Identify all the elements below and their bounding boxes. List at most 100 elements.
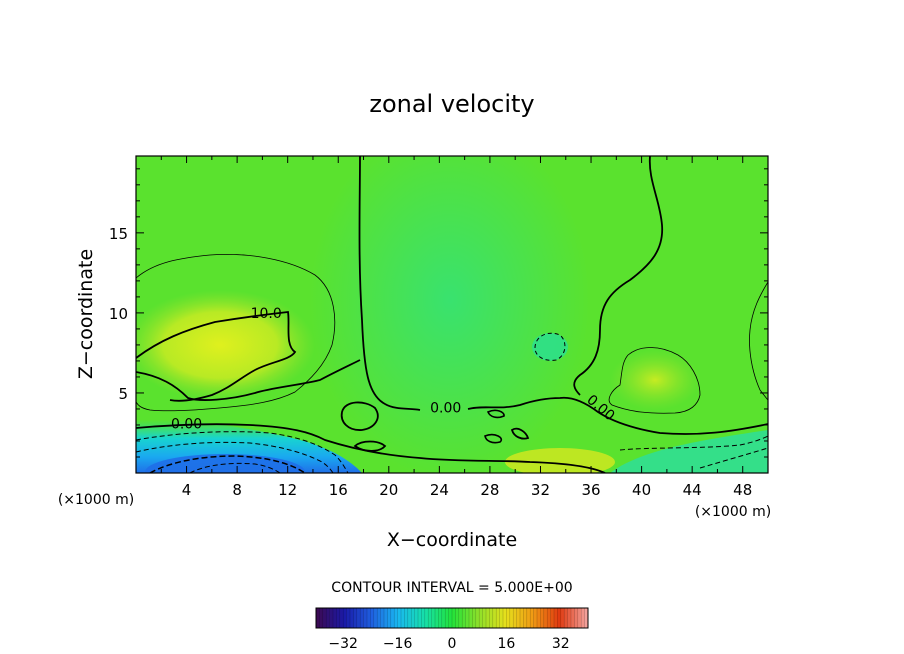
colorbar-swatch xyxy=(356,608,361,628)
colorbar-swatch xyxy=(465,608,470,628)
x-axis-label: X−coordinate xyxy=(387,529,517,551)
x-tick-label: 8 xyxy=(232,481,242,499)
colorbar-swatch xyxy=(584,608,589,628)
colorbar-swatch xyxy=(353,608,358,628)
colorbar-swatch xyxy=(421,608,426,628)
colorbar-swatch xyxy=(404,608,409,628)
contour-zero-loop-b xyxy=(353,440,387,452)
field-negative-right xyxy=(610,430,768,473)
colorbar-swatch xyxy=(346,608,351,628)
colorbar-tick-label: 16 xyxy=(497,636,515,652)
x-tick-label: 28 xyxy=(480,481,499,499)
colorbar-swatch xyxy=(547,608,551,628)
colorbar-swatch xyxy=(441,608,446,628)
contour-label: 0.00 xyxy=(171,416,202,432)
colorbar-swatch xyxy=(482,608,487,628)
contour-lines xyxy=(136,156,768,473)
colorbar-swatch xyxy=(479,608,483,628)
chart-title: zonal velocity xyxy=(369,90,534,118)
y-tick-label: 10 xyxy=(109,305,128,323)
colorbar-swatch xyxy=(407,608,412,628)
x-tick-label: 16 xyxy=(329,481,348,499)
contour-zero-middle xyxy=(467,396,768,435)
contour-interval-text: CONTOUR INTERVAL = 5.000E+00 xyxy=(331,580,572,596)
colorbar-tick-label: 0 xyxy=(448,636,457,652)
y-tick-label: 15 xyxy=(109,225,128,243)
colorbar-swatch xyxy=(333,608,337,628)
colorbar-swatch xyxy=(472,608,477,628)
colorbar-swatch xyxy=(322,608,327,628)
contour-zero-left xyxy=(136,359,361,401)
colorbar-swatch xyxy=(363,608,368,628)
contour-five-left xyxy=(136,254,336,412)
colorbar-swatch xyxy=(469,608,473,628)
colorbar-frame xyxy=(315,607,589,629)
colorbar-swatch xyxy=(496,608,500,628)
colorbar-swatch xyxy=(530,608,534,628)
contour-zero-loop-a xyxy=(340,401,379,431)
colorbar-swatch xyxy=(414,608,419,628)
colorbar-swatch xyxy=(543,608,548,628)
contour-neg-bottom-right-2 xyxy=(699,447,768,469)
colorbar-swatch xyxy=(550,608,555,628)
colorbar-swatch xyxy=(574,608,579,628)
colorbar-swatch xyxy=(462,608,466,628)
contour-neg-bottom-right xyxy=(619,435,768,451)
contour-zero-right-vertical xyxy=(573,156,663,396)
y-axis-label: Z−coordinate xyxy=(75,249,97,379)
colorbar-swatch xyxy=(489,608,494,628)
colorbar-swatch xyxy=(520,608,524,628)
contour-ten xyxy=(136,311,297,402)
colorbar-swatch xyxy=(438,608,443,628)
colorbar-swatch xyxy=(554,608,558,628)
contour-label: 0.00 xyxy=(430,400,461,416)
x-tick-label: 48 xyxy=(733,481,752,499)
colorbar: −32 −16 0 16 32 xyxy=(315,607,589,652)
contour-five-far-right xyxy=(749,281,768,401)
colorbar-swatch xyxy=(350,608,354,628)
colorbar-swatch xyxy=(492,608,497,628)
colorbar-swatch xyxy=(445,608,449,628)
colorbar-swatch xyxy=(435,608,439,628)
colorbar-swatch xyxy=(513,608,517,628)
colorbar-swatch xyxy=(431,608,436,628)
colorbar-swatch xyxy=(394,608,398,628)
colorbar-swatch xyxy=(329,608,334,628)
colorbar-swatch xyxy=(377,608,381,628)
colorbar-swatch xyxy=(390,608,395,628)
colorbar-swatch xyxy=(428,608,432,628)
colorbar-swatch xyxy=(319,608,324,628)
colorbar-swatch xyxy=(506,608,511,628)
colorbar-swatch xyxy=(499,608,504,628)
x-tick-label: 32 xyxy=(531,481,550,499)
colorbar-swatch xyxy=(384,608,388,628)
contour-zero-vertical xyxy=(358,156,421,411)
colorbar-swatch xyxy=(526,608,531,628)
field-mint-center xyxy=(310,156,590,473)
x-tick-label: 12 xyxy=(278,481,297,499)
colorbar-swatch xyxy=(401,608,405,628)
colorbar-swatch xyxy=(448,608,453,628)
colorbar-swatch xyxy=(424,608,429,628)
colorbar-swatch xyxy=(557,608,562,628)
contour-neg-twenty xyxy=(189,462,281,473)
x-tick-label: 24 xyxy=(430,481,449,499)
colorbar-swatch xyxy=(523,608,528,628)
colorbar-swatch xyxy=(537,608,541,628)
colorbar-swatch xyxy=(455,608,460,628)
plot-area: 10.00.000.00 0.00 xyxy=(136,156,768,473)
colorbar-swatch xyxy=(370,608,375,628)
x-tick-label: 40 xyxy=(632,481,651,499)
colorbar-swatch xyxy=(503,608,507,628)
colorbar-swatch xyxy=(475,608,480,628)
colorbar-swatch xyxy=(516,608,521,628)
colorbar-swatch xyxy=(316,608,320,628)
colorbar-swatch xyxy=(336,608,341,628)
colorbar-tick-label: −32 xyxy=(328,636,358,652)
field-positive-core xyxy=(136,290,315,400)
contour-neg-patch-right xyxy=(534,332,566,361)
colorbar-swatch xyxy=(577,608,582,628)
colorbar-swatch xyxy=(373,608,378,628)
contour-neg-fifteen xyxy=(149,455,306,473)
